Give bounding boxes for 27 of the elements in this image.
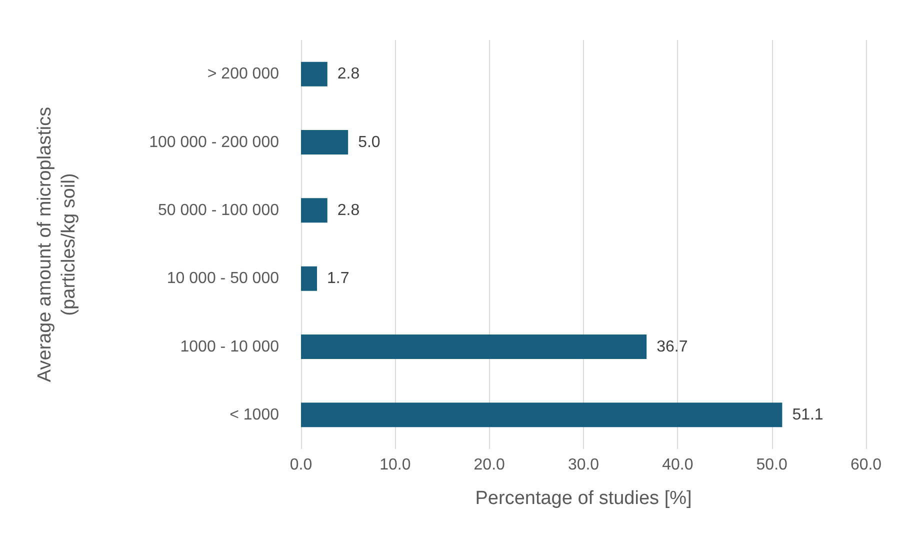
bar <box>301 334 647 360</box>
x-tick-label: 10.0 <box>380 456 411 474</box>
bar <box>301 402 782 428</box>
bar <box>301 266 318 291</box>
y-tick-label: 50 000 - 100 000 <box>158 202 280 219</box>
x-axis-title: Percentage of studies [%] <box>475 488 692 509</box>
bar <box>301 198 328 223</box>
data-label: 51.1 <box>792 406 824 424</box>
data-label: 5.0 <box>358 134 380 151</box>
data-label: 2.8 <box>337 202 360 219</box>
x-tick-label: 30.0 <box>568 456 600 474</box>
data-label: 2.8 <box>337 66 360 83</box>
x-tick-label: 0.0 <box>290 456 312 474</box>
x-tick-label: 60.0 <box>850 456 882 474</box>
y-tick-label: 10 000 - 50 000 <box>166 270 280 288</box>
y-tick-label: < 1000 <box>230 406 280 424</box>
x-tick-label: 40.0 <box>662 456 694 474</box>
bar <box>301 62 328 86</box>
y-tick-label: > 200 000 <box>207 66 280 83</box>
y-axis-title: Average amount of microplastics (particles/kg soil) <box>34 106 80 382</box>
x-tick-label: 50.0 <box>756 456 788 474</box>
x-tick-label: 20.0 <box>474 456 506 474</box>
bar <box>301 130 348 155</box>
data-label: 1.7 <box>327 270 350 288</box>
y-tick-label: 1000 - 10 000 <box>180 338 280 356</box>
y-tick-label: 100 000 - 200 000 <box>149 134 280 151</box>
data-label: 36.7 <box>656 338 688 356</box>
